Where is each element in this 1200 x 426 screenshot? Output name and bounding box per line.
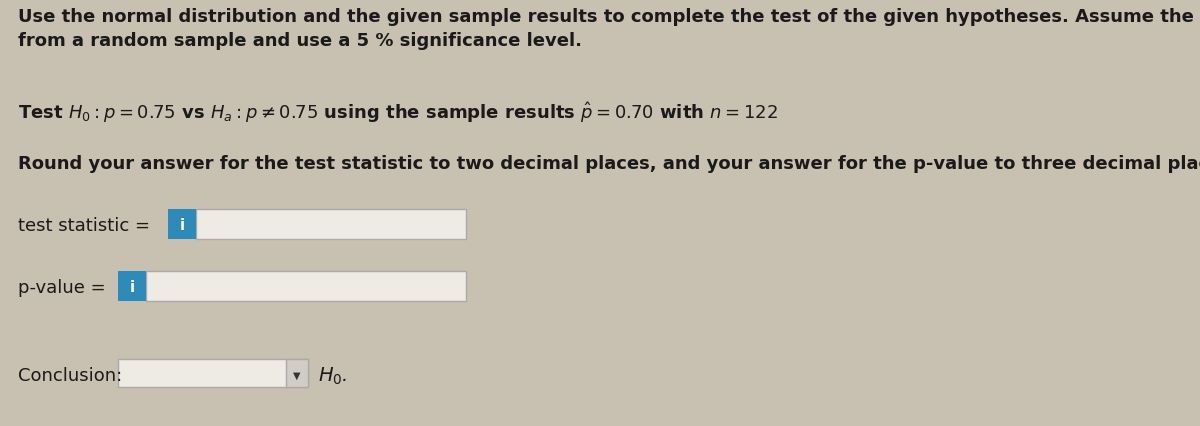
Text: from a random sample and use a 5 % significance level.: from a random sample and use a 5 % signi… xyxy=(18,32,582,50)
FancyBboxPatch shape xyxy=(146,271,466,301)
Text: i: i xyxy=(130,280,134,295)
FancyBboxPatch shape xyxy=(196,210,466,239)
FancyBboxPatch shape xyxy=(168,210,196,239)
Text: $H_0$.: $H_0$. xyxy=(318,365,348,386)
FancyBboxPatch shape xyxy=(118,359,308,387)
Text: ▼: ▼ xyxy=(293,370,301,380)
Text: Test $H_0 : p = 0.75$ vs $H_a : p \neq 0.75$ using the sample results $\hat{p} =: Test $H_0 : p = 0.75$ vs $H_a : p \neq 0… xyxy=(18,100,778,124)
Text: p-value =: p-value = xyxy=(18,278,106,296)
Text: i: i xyxy=(180,218,185,233)
Text: test statistic =: test statistic = xyxy=(18,216,150,234)
Text: Round your answer for the test statistic to two decimal places, and your answer : Round your answer for the test statistic… xyxy=(18,155,1200,173)
FancyBboxPatch shape xyxy=(286,359,308,387)
Text: Conclusion:: Conclusion: xyxy=(18,366,122,384)
Text: Use the normal distribution and the given sample results to complete the test of: Use the normal distribution and the give… xyxy=(18,8,1200,26)
FancyBboxPatch shape xyxy=(118,271,146,301)
